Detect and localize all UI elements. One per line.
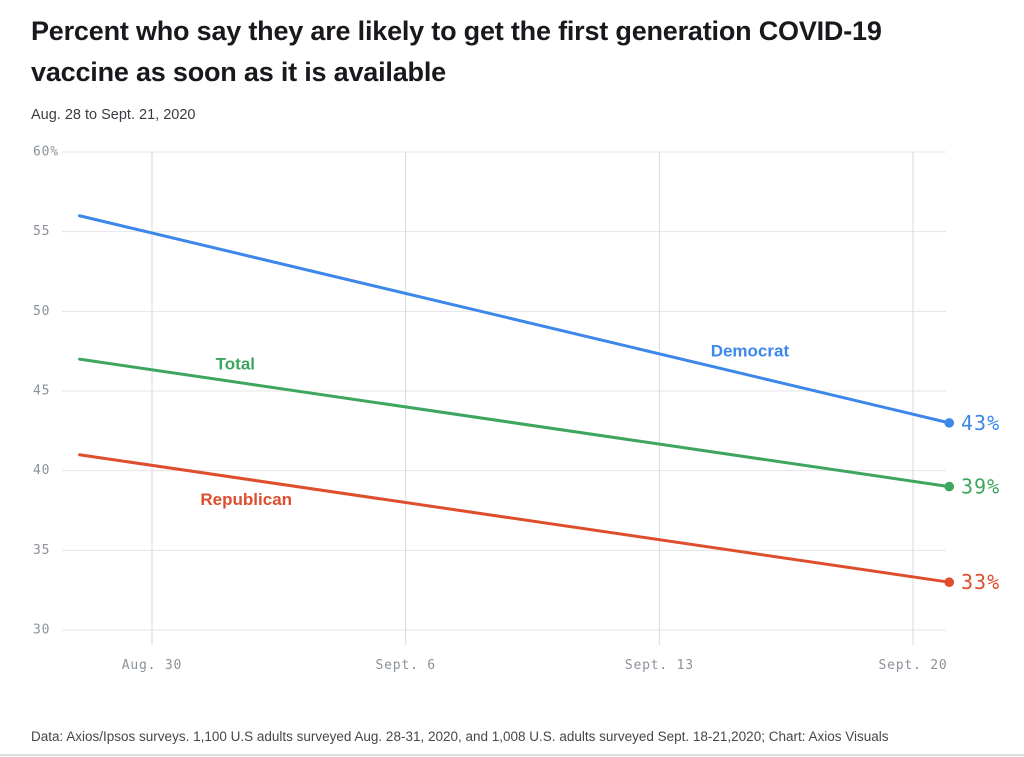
end-dot-republican <box>944 577 955 587</box>
y-tick-label: 40 <box>33 463 50 478</box>
chart-title-line-2: vaccine as soon as it is available <box>31 57 446 87</box>
y-axis-labels: 60% 55 50 45 40 35 30 <box>33 145 59 638</box>
y-tick-label: 45 <box>33 384 50 399</box>
x-axis-labels: Aug. 30 Sept. 6 Sept. 13 Sept. 20 <box>122 658 947 673</box>
x-tick-label: Sept. 20 <box>878 658 947 673</box>
end-value-label-total: 39% <box>961 475 1000 499</box>
vertical-gridlines <box>151 152 914 645</box>
chart-date-range: Aug. 28 to Sept. 21, 2020 <box>31 107 196 123</box>
series-lines <box>78 214 951 584</box>
x-tick-label: Sept. 13 <box>625 658 694 673</box>
x-tick-label: Aug. 30 <box>122 658 182 673</box>
end-dot-total <box>944 481 955 492</box>
series-line-republican <box>78 453 951 584</box>
series-label-democrat: Democrat <box>711 342 790 361</box>
y-tick-label: 35 <box>33 543 50 558</box>
end-dot-democrat <box>944 418 955 428</box>
end-value-label-republican: 33% <box>961 570 1000 594</box>
y-tick-label: 50 <box>33 304 50 319</box>
y-tick-label: 60% <box>33 145 59 160</box>
horizontal-gridlines <box>62 151 946 631</box>
chart-title-line-1: Percent who say they are likely to get t… <box>31 16 882 46</box>
series-label-total: Total <box>216 354 255 373</box>
y-tick-label: 55 <box>33 224 50 239</box>
x-tick-label: Sept. 6 <box>375 658 435 673</box>
series-line-democrat <box>78 214 951 425</box>
series-name-labels: Democrat Total Republican <box>200 342 789 509</box>
series-label-republican: Republican <box>200 490 292 509</box>
bottom-divider <box>0 754 1024 756</box>
y-tick-label: 30 <box>33 623 50 638</box>
chart-title: Percent who say they are likely to get t… <box>31 11 1011 93</box>
series-end-value-labels: 43% 39% 33% <box>961 411 1000 594</box>
source-credit: Data: Axios/Ipsos surveys. 1,100 U.S adu… <box>31 729 889 744</box>
series-line-total <box>78 357 951 489</box>
end-value-label-democrat: 43% <box>961 411 1000 435</box>
series-end-dots <box>944 418 955 587</box>
